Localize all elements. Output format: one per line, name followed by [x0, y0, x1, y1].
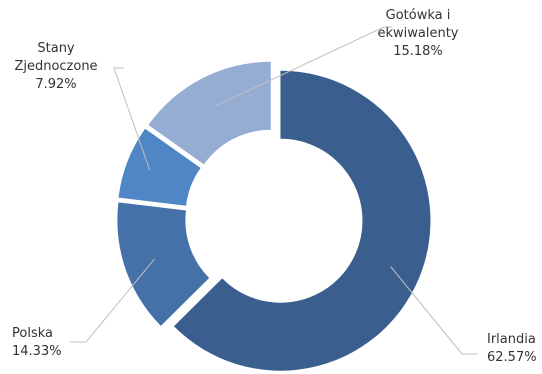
- label-line: Polska: [12, 326, 53, 341]
- leader-lines-group: [70, 26, 478, 355]
- data-label: Stany Zjednoczone 7.92%: [14, 41, 97, 92]
- slice-irlandia: [173, 70, 431, 371]
- leader-line: [215, 26, 392, 107]
- label-line: Zjednoczone: [14, 59, 97, 74]
- data-label: Irlandia 62.57%: [487, 332, 537, 365]
- slices-group: [117, 61, 431, 371]
- leader-line: [113, 67, 151, 171]
- label-line: 14.33%: [12, 344, 62, 359]
- label-line: 7.92%: [35, 77, 76, 92]
- label-line: Irlandia: [487, 332, 536, 347]
- label-line: 15.18%: [393, 44, 443, 59]
- data-label: Polska 14.33%: [12, 326, 62, 359]
- label-line: Stany: [37, 41, 75, 56]
- label-line: ekwiwalenty: [377, 26, 458, 41]
- slice-stany-zjednoczone: [118, 128, 201, 206]
- data-label: Gotówka i ekwiwalenty 15.18%: [377, 8, 458, 59]
- label-line: Gotówka i: [386, 8, 451, 23]
- label-line: 62.57%: [487, 350, 537, 365]
- leader-line: [390, 266, 478, 355]
- slice-polska: [117, 202, 210, 326]
- labels-group: Irlandia 62.57% Polska 14.33% Stany Zjednoczo…: [12, 8, 537, 365]
- slice-got-wka-i-ekwiwalenty: [148, 61, 271, 165]
- leader-line: [70, 258, 155, 343]
